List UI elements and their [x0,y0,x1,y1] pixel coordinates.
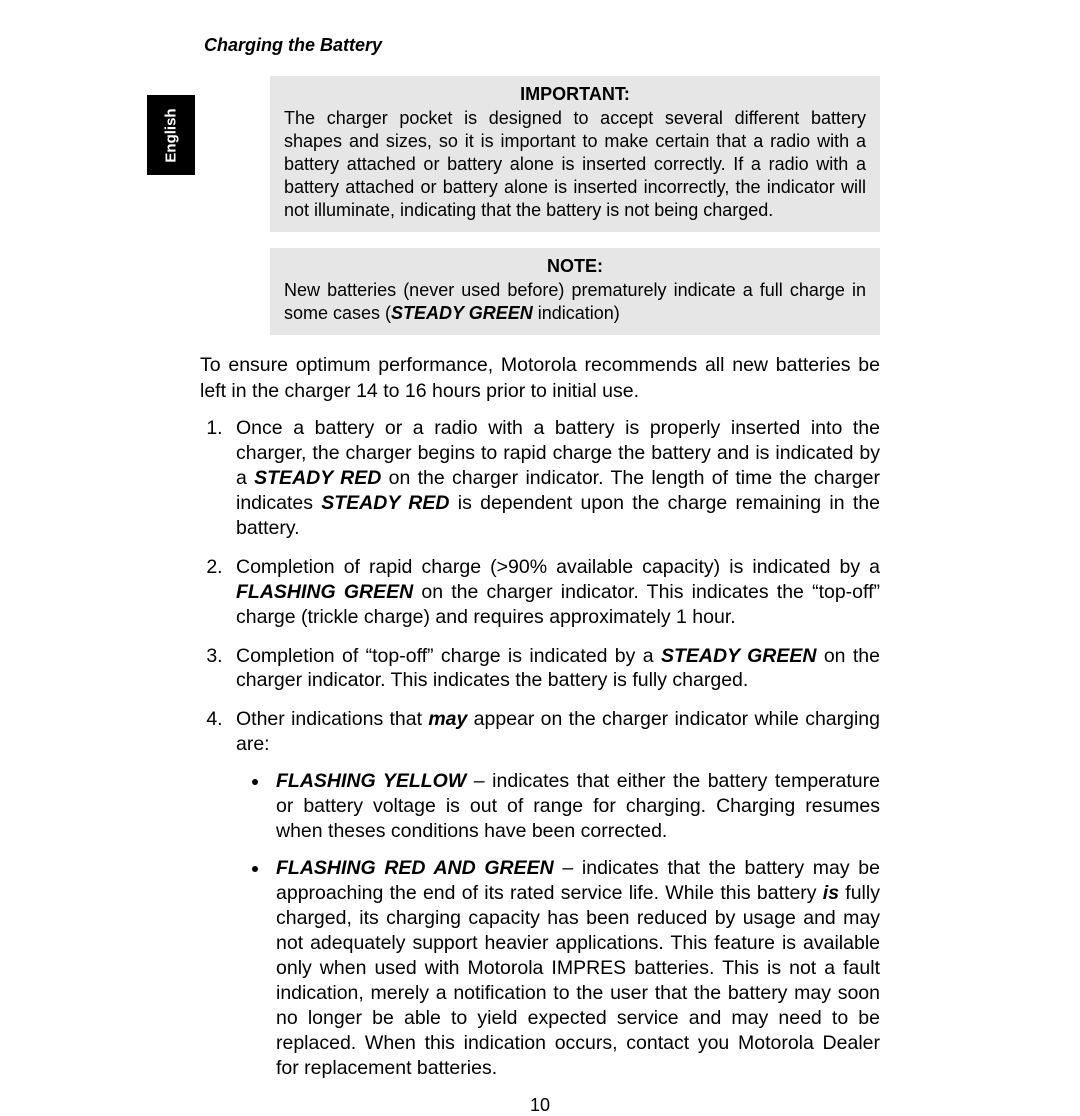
note-callout-body: New batteries (never used before) premat… [284,279,866,325]
important-callout-body: The charger pocket is designed to accept… [284,107,866,222]
page: Charging the Battery English IMPORTANT: … [0,0,1080,1080]
language-tab: English [147,95,195,175]
language-tab-label: English [163,108,180,162]
list-item-text: Other indications that may appear on the… [236,708,880,755]
note-callout: NOTE: New batteries (never used before) … [270,248,880,335]
list-item: Completion of rapid charge (>90% availab… [228,555,880,630]
important-callout: IMPORTANT: The charger pocket is designe… [270,76,880,232]
sub-list: FLASHING YELLOW – indicates that either … [236,769,880,1080]
sub-list-item: FLASHING RED AND GREEN – indicates that … [270,856,880,1081]
sub-list-item: FLASHING YELLOW – indicates that either … [270,769,880,844]
list-item: Once a battery or a radio with a battery… [228,416,880,541]
intro-paragraph: To ensure optimum performance, Motorola … [200,353,880,404]
instruction-list: Once a battery or a radio with a battery… [200,416,880,1081]
list-item: Other indications that may appear on the… [228,707,880,1080]
note-callout-title: NOTE: [284,256,866,277]
important-callout-title: IMPORTANT: [284,84,866,105]
section-title: Charging the Battery [204,35,880,56]
list-item: Completion of “top-off” charge is indica… [228,644,880,694]
page-number: 10 [200,1095,880,1116]
